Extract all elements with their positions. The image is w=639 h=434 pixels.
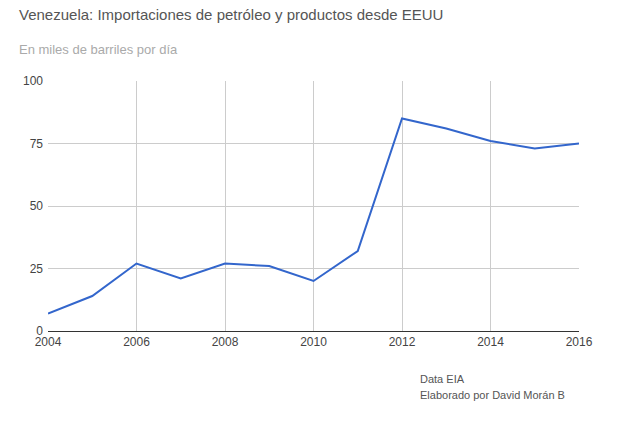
svg-text:Elaborado por David Morán B: Elaborado por David Morán B [420, 389, 565, 401]
svg-text:En miles de barriles por día: En miles de barriles por día [19, 42, 178, 57]
svg-text:25: 25 [30, 262, 44, 276]
svg-text:100: 100 [23, 74, 43, 88]
svg-text:0: 0 [36, 324, 43, 338]
svg-text:2008: 2008 [212, 335, 239, 349]
svg-text:2012: 2012 [389, 335, 416, 349]
svg-text:50: 50 [30, 199, 44, 213]
svg-text:2016: 2016 [566, 335, 593, 349]
svg-text:Venezuela: Importaciones de pe: Venezuela: Importaciones de petróleo y p… [19, 6, 443, 23]
svg-text:2014: 2014 [477, 335, 504, 349]
svg-text:2010: 2010 [300, 335, 327, 349]
svg-text:2006: 2006 [123, 335, 150, 349]
svg-text:75: 75 [30, 137, 44, 151]
svg-text:Data EIA: Data EIA [420, 373, 465, 385]
svg-text:2004: 2004 [35, 335, 62, 349]
